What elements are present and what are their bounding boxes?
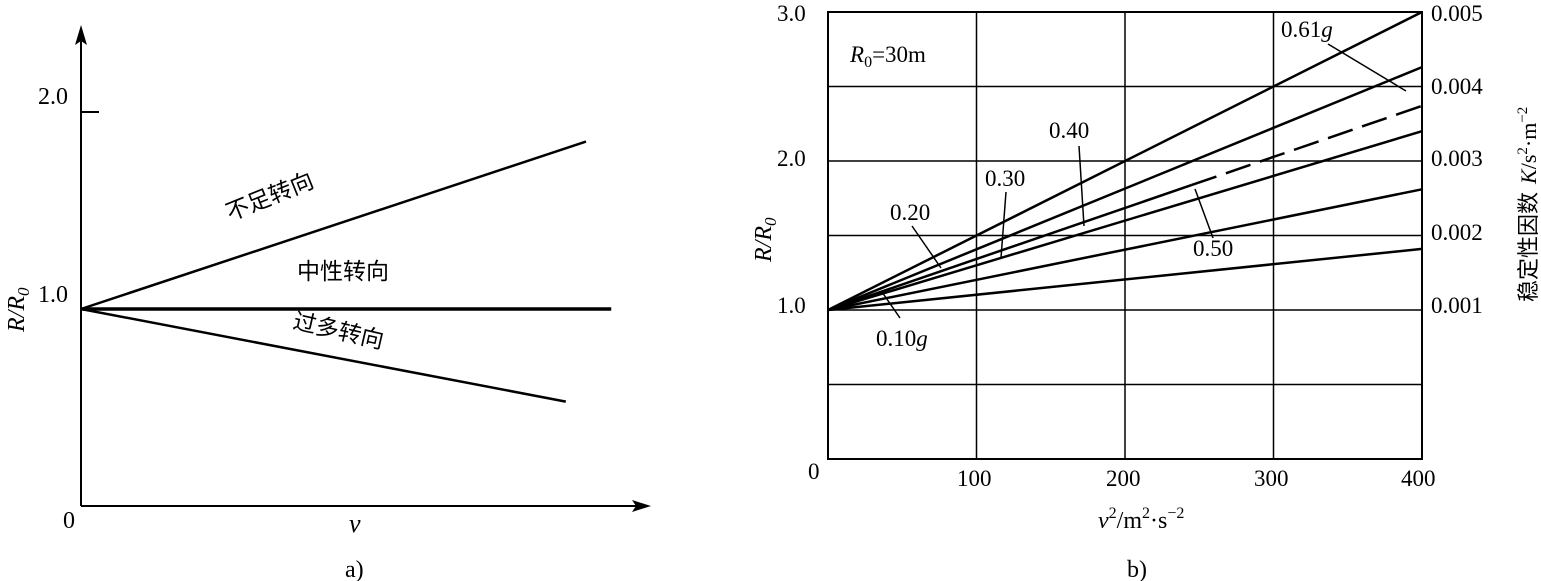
y2-tick-label: 0.003	[1431, 146, 1483, 171]
y-tick-label: 2.0	[777, 146, 806, 171]
x-tick-label: 300	[1254, 466, 1289, 491]
panel-a: 0 2.0 1.0 v R/R0 不足转向 中性转向 过多转向 a)	[4, 25, 651, 581]
series-label: 0.40	[1049, 118, 1089, 143]
leader-line	[1327, 43, 1407, 92]
y2-tick-label: 0.005	[1431, 1, 1483, 26]
x-axis-arrow	[632, 500, 651, 512]
leader-line	[881, 291, 901, 319]
plot-frame	[827, 11, 1423, 460]
series-line	[80, 307, 567, 403]
panel-a-marks	[75, 25, 651, 512]
y-axis-arrow	[75, 25, 87, 45]
y-tick-label: 1.0	[777, 293, 806, 318]
y2-tick-label: 0.004	[1431, 74, 1483, 99]
y-tick-label: 3.0	[777, 1, 806, 26]
series-line	[827, 10, 1423, 312]
svg-text:R/R0: R/R0	[4, 287, 33, 333]
panel-b-y2label: 稳定性因数K/s2·m−2	[1515, 107, 1541, 302]
svg-text:R/R0: R/R0	[751, 217, 780, 263]
panel-b-annotation: R0=30m	[849, 42, 926, 71]
series-label: 0.20	[890, 200, 930, 225]
series-label: 0.10g	[876, 326, 928, 351]
series-line	[827, 247, 1423, 312]
panel-b-caption: b)	[1127, 557, 1147, 581]
panel-a-ytick-label: 2.0	[38, 84, 68, 110]
panel-b-ylabel: R/R0	[751, 217, 780, 263]
x-tick-label: 100	[957, 466, 992, 491]
series-label: 0.61g	[1281, 17, 1333, 42]
panel-a-ytick-label: 1.0	[38, 282, 68, 308]
leader-line	[911, 225, 942, 269]
series-label: 0.50	[1193, 236, 1233, 261]
series-label-neutral: 中性转向	[297, 259, 389, 285]
series-line-dashed	[1191, 104, 1423, 187]
y2-tick-label: 0.001	[1431, 293, 1483, 318]
series-line	[827, 130, 1423, 312]
series-line	[827, 183, 1193, 312]
panel-b: 0 100 200 300 400 1.0 2.0 3.0 0.001 0.00…	[751, 1, 1541, 581]
series-line	[827, 65, 1423, 312]
series-label: 0.30	[985, 166, 1025, 191]
panel-a-caption: a)	[345, 557, 364, 581]
series-label-oversteer: 过多转向	[291, 309, 386, 355]
series-line	[80, 140, 587, 311]
panel-b-xlabel: v2/m2·s−2	[1098, 505, 1184, 534]
svg-text:稳定性因数K/s2·m−2: 稳定性因数K/s2·m−2	[1515, 107, 1541, 302]
x-tick-label: 400	[1401, 466, 1436, 491]
leader-line	[1194, 188, 1214, 239]
x-tick-label: 200	[1106, 466, 1141, 491]
leader-line	[1078, 145, 1085, 227]
panel-a-origin-label: 0	[63, 508, 75, 534]
leader-line	[1000, 191, 1007, 259]
panel-b-marks	[827, 10, 1423, 460]
panel-b-origin-label: 0	[808, 459, 820, 484]
series-label-understeer: 不足转向	[223, 168, 318, 227]
panel-a-xlabel: v	[349, 509, 361, 538]
series-line	[827, 188, 1423, 312]
panel-a-ylabel: R/R0	[4, 287, 33, 333]
y2-tick-label: 0.002	[1431, 220, 1483, 245]
